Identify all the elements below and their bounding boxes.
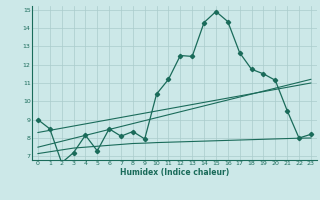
X-axis label: Humidex (Indice chaleur): Humidex (Indice chaleur) [120, 168, 229, 177]
